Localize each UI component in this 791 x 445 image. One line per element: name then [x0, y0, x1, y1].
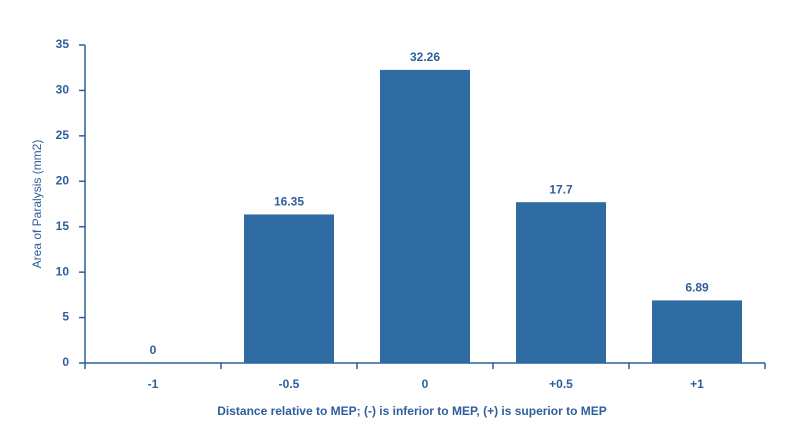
data-label: 17.7 — [549, 182, 573, 196]
y-tick-label: 15 — [56, 219, 70, 233]
y-tick-label: 30 — [56, 83, 70, 97]
data-label: 0 — [150, 343, 157, 357]
data-label: 32.26 — [410, 50, 440, 64]
y-tick-label: 5 — [62, 310, 69, 324]
x-tick-label: 0 — [422, 377, 429, 391]
x-tick-label: -1 — [148, 377, 159, 391]
y-axis-label: Area of Paralysis (mm2) — [30, 140, 44, 269]
x-tick-label: +0.5 — [549, 377, 573, 391]
data-label: 6.89 — [685, 281, 709, 295]
bar — [516, 202, 606, 363]
y-tick-label: 25 — [56, 128, 70, 142]
data-label: 16.35 — [274, 195, 304, 209]
bar — [652, 300, 742, 363]
bar — [244, 214, 334, 363]
x-tick-label: +1 — [690, 377, 704, 391]
x-axis-label: Distance relative to MEP; (-) is inferio… — [217, 404, 607, 418]
y-tick-label: 35 — [56, 37, 70, 51]
y-tick-label: 20 — [56, 173, 70, 187]
y-tick-label: 10 — [56, 264, 70, 278]
x-tick-label: -0.5 — [279, 377, 300, 391]
y-tick-label: 0 — [62, 355, 69, 369]
bar — [380, 69, 470, 363]
